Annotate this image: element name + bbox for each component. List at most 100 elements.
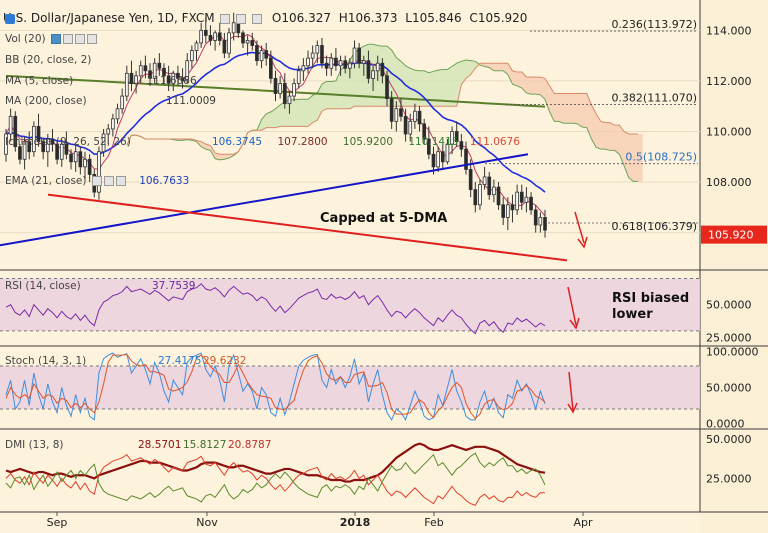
candle bbox=[278, 75, 282, 99]
candle bbox=[241, 30, 245, 49]
capped-annotation: Capped at 5-DMA bbox=[320, 211, 447, 226]
close-icon[interactable] bbox=[86, 34, 97, 44]
candle-body bbox=[36, 126, 41, 142]
indicator-ichimoku[interactable]: Ichimoku (9, 26, 52, 26) bbox=[5, 136, 131, 148]
add-icon[interactable] bbox=[74, 34, 85, 44]
settings-icon[interactable] bbox=[236, 13, 247, 24]
eye-icon[interactable] bbox=[91, 176, 102, 186]
cloud-segment bbox=[614, 125, 620, 155]
cloud-segment bbox=[545, 78, 550, 112]
cloud-segment bbox=[489, 63, 494, 71]
indicator-ema[interactable]: EMA (21, close) 106.7633 bbox=[5, 175, 189, 187]
cloud-segment bbox=[637, 134, 643, 183]
candle-body bbox=[454, 131, 459, 142]
candle-body bbox=[245, 40, 250, 44]
flag-icon[interactable] bbox=[5, 14, 15, 24]
candle bbox=[120, 88, 125, 114]
indicator-vol[interactable]: Vol (20) bbox=[5, 33, 97, 45]
candle-body bbox=[278, 83, 282, 94]
candle-body bbox=[73, 151, 78, 163]
candle bbox=[231, 12, 236, 41]
cloud-segment bbox=[433, 70, 439, 107]
cloud-segment bbox=[549, 85, 555, 122]
candle-body bbox=[171, 72, 176, 84]
candle bbox=[422, 118, 427, 145]
candle-body bbox=[27, 141, 32, 153]
candle-body bbox=[157, 62, 162, 69]
candle bbox=[338, 55, 343, 76]
indicator-bb[interactable]: BB (20, close, 2) bbox=[5, 54, 91, 66]
close-icon[interactable] bbox=[115, 176, 126, 186]
eye-icon[interactable] bbox=[50, 34, 61, 44]
candle bbox=[8, 108, 13, 142]
indicator-ema-value: 106.7633 bbox=[139, 175, 190, 187]
candle-body bbox=[287, 95, 292, 105]
candle-body bbox=[124, 72, 129, 97]
dmi-adx-line bbox=[5, 442, 546, 483]
candle bbox=[45, 134, 50, 167]
indicator-ma5[interactable]: MA (5, close) 111.6686 bbox=[5, 75, 197, 87]
cloud-segment bbox=[582, 93, 587, 128]
stoch-band bbox=[0, 365, 700, 410]
cloud-segment bbox=[275, 104, 281, 128]
candle bbox=[524, 187, 529, 213]
candle-body bbox=[32, 126, 36, 153]
settings-icon[interactable] bbox=[62, 34, 73, 44]
candle-body bbox=[482, 176, 487, 185]
rsi-down-arrow bbox=[567, 286, 580, 330]
candle-body bbox=[50, 138, 55, 145]
candle-body bbox=[524, 196, 529, 203]
candle bbox=[264, 42, 269, 66]
candle bbox=[496, 182, 501, 210]
cloud-segment bbox=[531, 77, 536, 95]
candle bbox=[361, 55, 366, 76]
stoch-title: Stoch (14, 3, 1) bbox=[5, 355, 86, 367]
candle bbox=[413, 103, 417, 129]
cloud-segment bbox=[363, 44, 369, 107]
candle-body bbox=[222, 40, 227, 54]
candle bbox=[157, 53, 162, 76]
open-label: O bbox=[271, 11, 282, 25]
candle bbox=[4, 128, 8, 162]
price-tick-label: 112.000 bbox=[706, 75, 752, 88]
ichimoku-value-5: 111.0676 bbox=[469, 136, 520, 148]
candle bbox=[13, 111, 18, 152]
candle-body bbox=[78, 151, 83, 168]
candle-body bbox=[97, 151, 101, 193]
indicator-ma200[interactable]: MA (200, close) 111.0009 bbox=[5, 95, 216, 107]
candle bbox=[64, 131, 69, 160]
settings-icon[interactable] bbox=[103, 176, 114, 186]
close-icon[interactable] bbox=[252, 13, 263, 24]
candle-body bbox=[282, 83, 287, 105]
candle-body bbox=[101, 133, 106, 153]
cloud-segment bbox=[289, 99, 295, 127]
candle-body bbox=[352, 47, 357, 64]
high-value: 106.373 bbox=[347, 11, 398, 25]
cloud-segment bbox=[521, 72, 527, 93]
candle bbox=[190, 45, 194, 69]
cloud-segment bbox=[470, 60, 476, 75]
symbol-title[interactable]: U.S. Dollar/Japanese Yen, 1D, FXCM bbox=[3, 11, 215, 25]
candle bbox=[55, 141, 59, 165]
indicator-bb-label: BB (20, close, 2) bbox=[5, 54, 92, 66]
cloud-segment bbox=[577, 93, 583, 128]
candle-body bbox=[440, 151, 445, 163]
eye-icon[interactable] bbox=[220, 13, 231, 24]
candle-body bbox=[422, 123, 427, 140]
candle bbox=[87, 154, 92, 183]
candle bbox=[487, 171, 492, 200]
candle bbox=[315, 40, 320, 64]
cloud-segment bbox=[321, 81, 327, 112]
candle bbox=[138, 60, 143, 84]
candle bbox=[380, 58, 385, 84]
candle-body bbox=[403, 115, 408, 135]
indicator-ichimoku-label: Ichimoku (9, 26, 52, 26) bbox=[5, 136, 131, 148]
price-tick-label: 108.000 bbox=[706, 176, 752, 189]
candle bbox=[101, 128, 106, 157]
candle-body bbox=[426, 138, 431, 155]
candle bbox=[292, 78, 296, 102]
candle bbox=[97, 146, 101, 200]
candle-body bbox=[227, 32, 231, 54]
